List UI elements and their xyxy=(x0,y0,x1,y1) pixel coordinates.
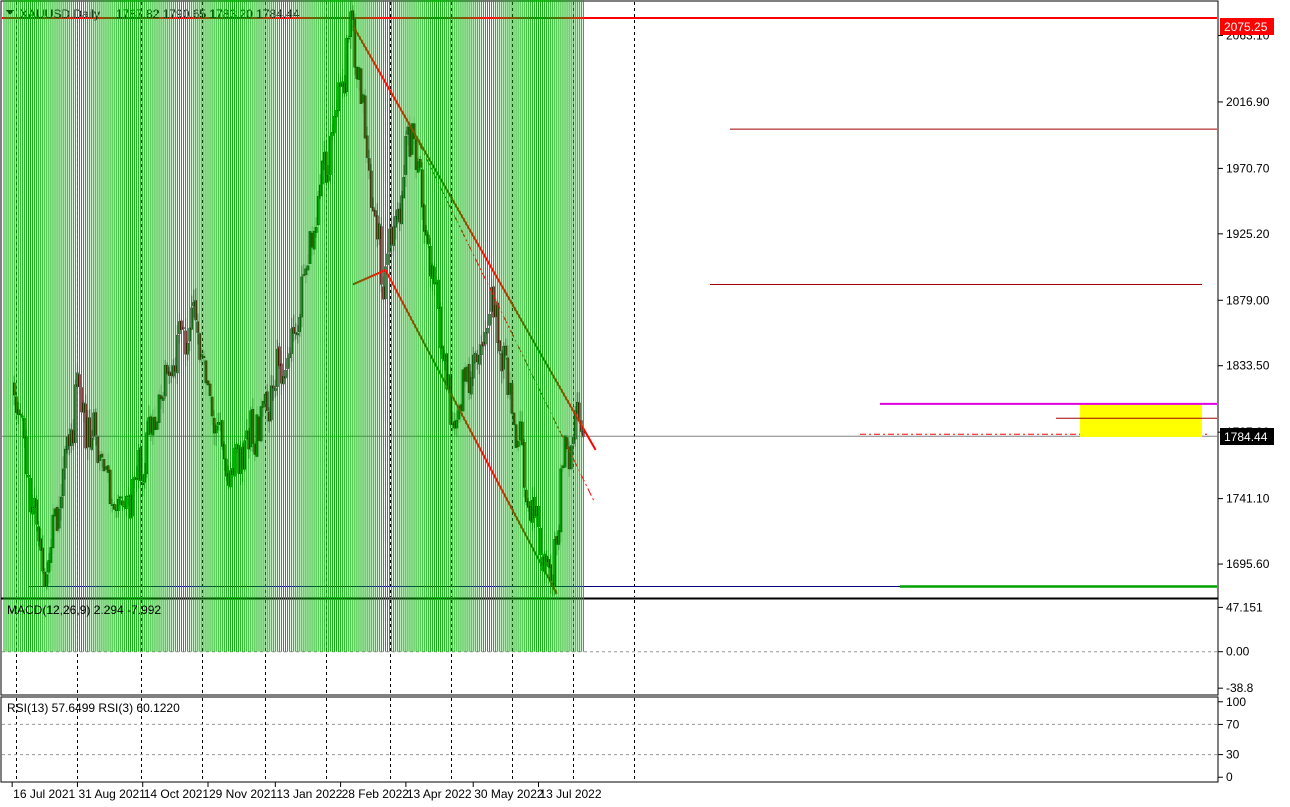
rsi-tick-label: 100 xyxy=(1226,695,1246,709)
macd-tick-label: 47.151 xyxy=(1226,600,1263,614)
time-label: 13 Jan 2022 xyxy=(276,787,342,801)
price-tick-label: 1879.00 xyxy=(1226,293,1270,307)
macd-tick-label: -38.8 xyxy=(1226,681,1254,695)
time-label: 28 Feb 2022 xyxy=(342,787,410,801)
rsi-tick-label: 0 xyxy=(1226,770,1233,784)
rsi-panel[interactable]: RSI(13) 57.6499 RSI(3) 60.1220 xyxy=(0,696,1219,783)
time-label: 31 Aug 2021 xyxy=(78,787,146,801)
rsi-tick-label: 30 xyxy=(1226,748,1240,762)
rsi-grid xyxy=(16,698,635,781)
price-levels xyxy=(2,17,1217,588)
price-tick-label: 2016.90 xyxy=(1226,95,1270,109)
rsi-label: RSI(13) 57.6499 RSI(3) 60.1220 xyxy=(7,701,180,715)
price-tick-label: 1741.10 xyxy=(1226,492,1270,506)
time-label: 16 Jul 2021 xyxy=(13,787,75,801)
time-label: 30 May 2022 xyxy=(474,787,544,801)
price-tick-label: 1970.70 xyxy=(1226,161,1270,175)
macd-panel[interactable]: MACD(12,26,9) 2.294 -7.992 xyxy=(1,0,1219,696)
rsi-tick-label: 70 xyxy=(1226,717,1240,731)
time-label: 13 Apr 2022 xyxy=(407,787,472,801)
svg-text:1784.44: 1784.44 xyxy=(1224,430,1268,444)
svg-text:2075.25: 2075.25 xyxy=(1224,20,1268,34)
time-label: 29 Nov 2021 xyxy=(209,787,277,801)
resistance-zone xyxy=(1080,403,1202,437)
price-tag-high: 2075.25 xyxy=(1220,18,1274,35)
price-tick-label: 1695.60 xyxy=(1226,557,1270,571)
macd-tick-label: 0.00 xyxy=(1226,645,1250,659)
time-label: 14 Oct 2021 xyxy=(144,787,210,801)
macd-series xyxy=(2,0,1217,653)
time-label: 13 Jul 2022 xyxy=(539,787,601,801)
macd-label: MACD(12,26,9) 2.294 -7.992 xyxy=(7,603,161,617)
price-tick-label: 1833.50 xyxy=(1226,359,1270,373)
rsi-series xyxy=(2,723,1217,756)
price-tick-label: 1925.20 xyxy=(1226,227,1270,241)
symbol-title: XAUUSD,Daily xyxy=(20,7,100,21)
macd-grid xyxy=(16,600,635,694)
price-tag-current: 1784.44 xyxy=(1220,428,1274,445)
